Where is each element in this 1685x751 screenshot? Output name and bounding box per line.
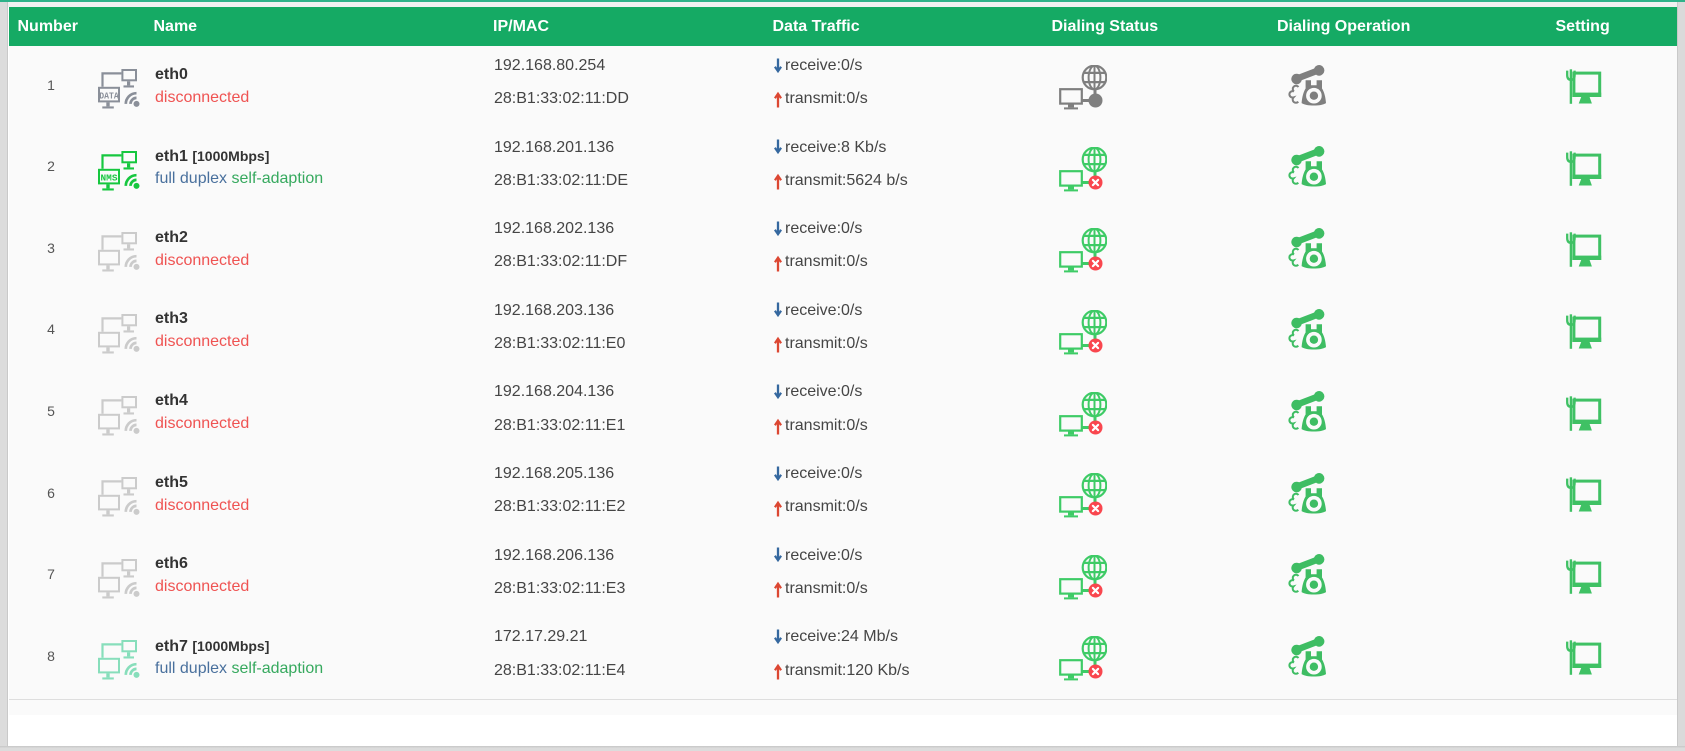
svg-text:DATA: DATA	[99, 91, 119, 101]
svg-text:NMS: NMS	[101, 173, 119, 183]
